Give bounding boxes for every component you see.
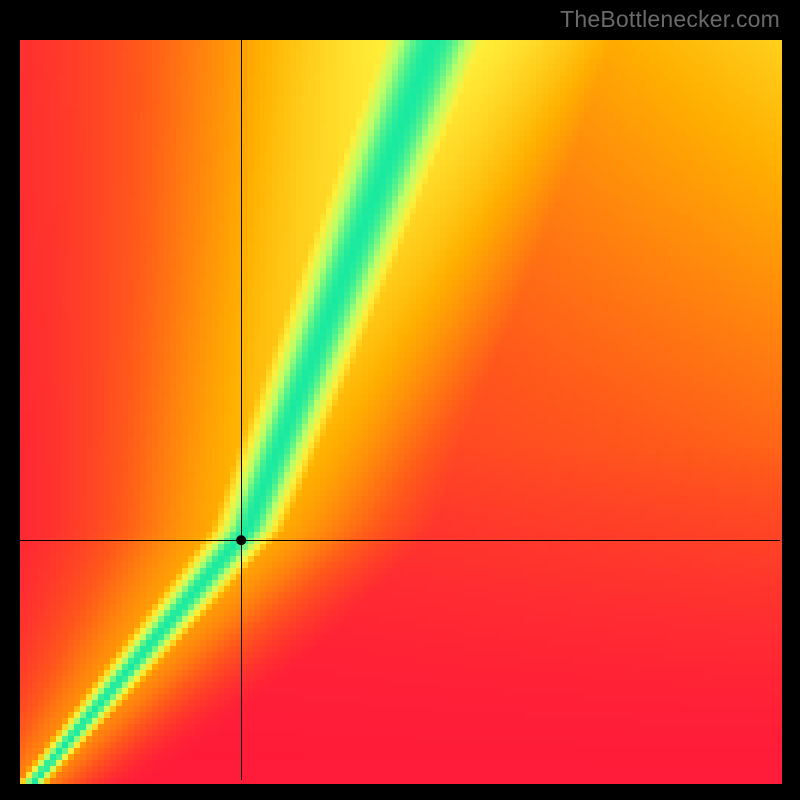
watermark-text: TheBottlenecker.com — [560, 6, 780, 33]
bottleneck-heatmap — [0, 0, 800, 800]
